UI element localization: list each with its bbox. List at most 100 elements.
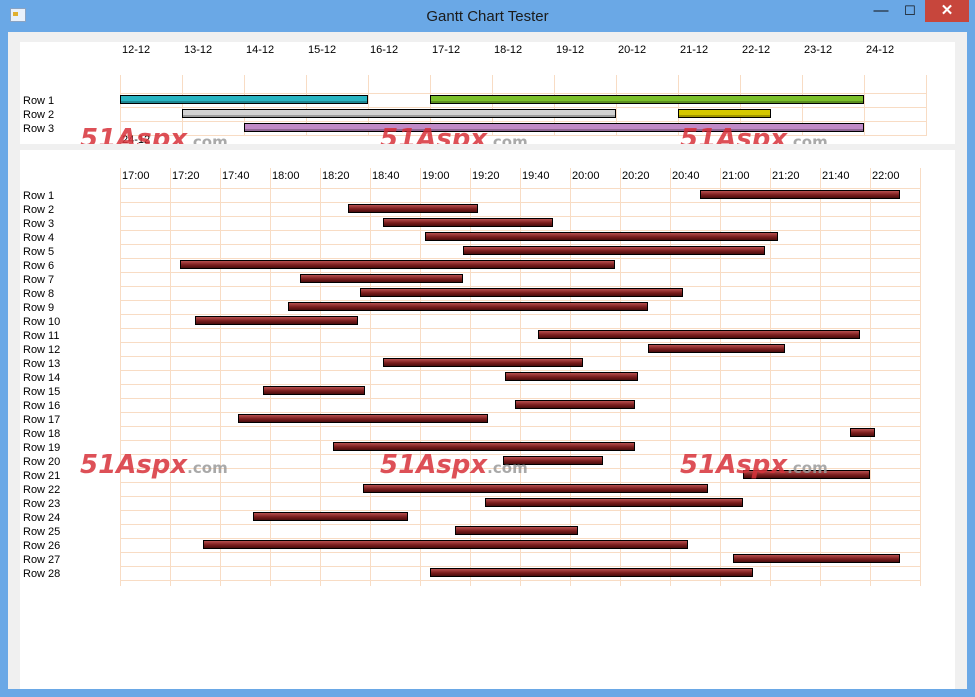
task-bar[interactable] xyxy=(244,123,864,132)
grid-line xyxy=(920,168,921,586)
row-label: Row 2 xyxy=(23,109,55,121)
grid-line xyxy=(220,168,221,586)
task-bar[interactable] xyxy=(505,372,638,381)
grid-line xyxy=(120,538,921,539)
time-header: 21:40 xyxy=(822,170,850,182)
task-bar[interactable] xyxy=(502,456,603,465)
grid-line xyxy=(120,510,921,511)
row-label: Row 6 xyxy=(23,260,55,272)
grid-line xyxy=(120,552,921,553)
row-label: Row 11 xyxy=(23,330,60,342)
task-bar[interactable] xyxy=(430,568,753,577)
date-header: 17-12 xyxy=(432,44,461,56)
grid-line xyxy=(182,75,183,135)
task-bar[interactable] xyxy=(425,232,778,241)
time-header: 17:40 xyxy=(222,170,250,182)
time-header: 21:20 xyxy=(772,170,800,182)
task-bar[interactable] xyxy=(347,204,478,213)
task-bar[interactable] xyxy=(678,109,771,118)
grid-line xyxy=(120,107,927,108)
grid-line xyxy=(306,75,307,135)
grid-line xyxy=(420,168,421,586)
task-bar[interactable] xyxy=(850,428,875,437)
close-button[interactable]: ✕ xyxy=(925,0,969,22)
minimize-button[interactable]: — xyxy=(873,2,889,19)
time-header: 20:40 xyxy=(672,170,700,182)
task-bar[interactable] xyxy=(647,344,785,353)
time-header: 19:00 xyxy=(422,170,450,182)
grid-line xyxy=(120,496,921,497)
gantt-chart-hours[interactable]: 17:00 17:20 17:40 18:00 18:20 18:40 19:00 19:20… xyxy=(20,150,955,689)
task-bar[interactable] xyxy=(515,400,635,409)
task-bar[interactable] xyxy=(382,218,553,227)
date-header: 12-12 xyxy=(122,44,151,56)
row-label: Row 26 xyxy=(23,540,61,552)
grid-line xyxy=(430,75,431,135)
task-bar[interactable] xyxy=(742,470,870,479)
watermark-number: 51 xyxy=(80,124,117,144)
time-header: 17:20 xyxy=(172,170,200,182)
row-label: Row 1 xyxy=(23,95,55,107)
grid-line xyxy=(820,168,821,586)
row-label: Row 2 xyxy=(23,204,55,216)
app-icon xyxy=(10,8,26,22)
task-bar[interactable] xyxy=(237,414,488,423)
grid-line xyxy=(320,168,321,586)
task-bar[interactable] xyxy=(180,260,615,269)
date-header: 14-12 xyxy=(246,44,275,56)
grid-line xyxy=(770,168,771,586)
grid-line xyxy=(120,342,921,343)
task-bar[interactable] xyxy=(430,95,864,104)
task-bar[interactable] xyxy=(262,386,365,395)
date-header: 21-12 xyxy=(680,44,709,56)
row-label: Row 9 xyxy=(23,302,55,314)
task-bar[interactable] xyxy=(332,442,635,451)
grid-line xyxy=(802,75,803,135)
grid-line xyxy=(120,580,921,581)
task-bar[interactable] xyxy=(537,330,860,339)
grid-line xyxy=(120,188,921,189)
grid-line xyxy=(120,482,921,483)
date-header: 23-12 xyxy=(804,44,833,56)
task-bar[interactable] xyxy=(485,498,743,507)
task-bar[interactable] xyxy=(195,316,358,325)
grid-line xyxy=(870,168,871,586)
task-bar[interactable] xyxy=(732,554,900,563)
task-bar[interactable] xyxy=(287,302,648,311)
grid-line xyxy=(470,168,471,586)
task-bar[interactable] xyxy=(455,526,578,535)
task-bar[interactable] xyxy=(182,109,616,118)
row-label: Row 18 xyxy=(23,428,61,440)
maximize-button[interactable]: ☐ xyxy=(904,3,916,18)
task-bar[interactable] xyxy=(120,95,368,104)
row-label: Row 13 xyxy=(23,358,61,370)
task-bar[interactable] xyxy=(202,540,688,549)
row-label: Row 28 xyxy=(23,568,61,580)
date-header: 18-12 xyxy=(494,44,523,56)
date-header-overflow: 24-12 xyxy=(122,134,151,144)
grid-line xyxy=(120,93,927,94)
grid-line xyxy=(120,75,121,135)
row-label: Row 8 xyxy=(23,288,55,300)
row-label: Row 19 xyxy=(23,442,61,454)
grid-line xyxy=(120,356,921,357)
grid-line xyxy=(120,440,921,441)
task-bar[interactable] xyxy=(462,246,765,255)
date-header: 15-12 xyxy=(308,44,337,56)
gantt-chart-days[interactable]: 12-12 13-12 14-12 15-12 16-12 17-12 18-12 19-12… xyxy=(20,42,955,144)
date-header: 16-12 xyxy=(370,44,399,56)
task-bar[interactable] xyxy=(382,358,583,367)
title-bar[interactable]: Gantt Chart Tester — ☐ ✕ xyxy=(0,0,975,32)
date-header: 20-12 xyxy=(618,44,647,56)
task-bar[interactable] xyxy=(362,484,708,493)
grid-line xyxy=(120,328,921,329)
task-bar[interactable] xyxy=(700,190,900,199)
grid-line xyxy=(120,168,121,586)
grid-line xyxy=(720,168,721,586)
task-bar[interactable] xyxy=(300,274,463,283)
task-bar[interactable] xyxy=(252,512,408,521)
row-label: Row 21 xyxy=(23,470,61,482)
task-bar[interactable] xyxy=(360,288,683,297)
row-label: Row 3 xyxy=(23,218,55,230)
grid-line xyxy=(120,258,921,259)
